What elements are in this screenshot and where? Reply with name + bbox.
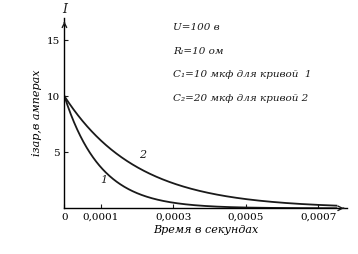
Text: 1: 1 bbox=[100, 174, 107, 184]
Text: C₁=10 мкф для кривой  1: C₁=10 мкф для кривой 1 bbox=[173, 70, 312, 80]
Text: C₂=20 мкф для кривой 2: C₂=20 мкф для кривой 2 bbox=[173, 94, 309, 103]
Text: Rₗ=10 ом: Rₗ=10 ом bbox=[173, 47, 224, 56]
Text: 2: 2 bbox=[139, 150, 146, 160]
Text: U=100 в: U=100 в bbox=[173, 23, 220, 32]
Y-axis label: iзар,в амперах: iзар,в амперах bbox=[32, 70, 42, 156]
X-axis label: Время в секундах: Время в секундах bbox=[153, 225, 258, 235]
Text: I: I bbox=[62, 3, 67, 16]
